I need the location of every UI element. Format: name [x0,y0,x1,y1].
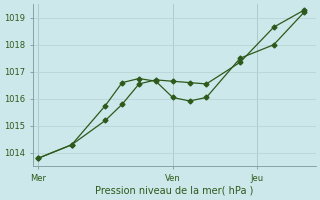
X-axis label: Pression niveau de la mer( hPa ): Pression niveau de la mer( hPa ) [95,186,253,196]
